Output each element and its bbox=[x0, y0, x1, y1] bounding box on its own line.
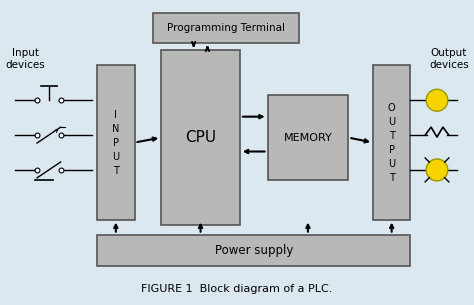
Text: O
U
T
P
U
T: O U T P U T bbox=[388, 102, 395, 183]
Bar bbox=[373, 65, 410, 220]
Text: CPU: CPU bbox=[185, 130, 216, 145]
Bar bbox=[97, 235, 410, 267]
Text: Power supply: Power supply bbox=[215, 244, 293, 257]
Bar bbox=[161, 50, 240, 225]
Text: FIGURE 1  Block diagram of a PLC.: FIGURE 1 Block diagram of a PLC. bbox=[141, 284, 333, 294]
Text: I
N
P
U
T: I N P U T bbox=[112, 109, 119, 176]
Bar bbox=[267, 95, 348, 180]
Text: MEMORY: MEMORY bbox=[283, 133, 332, 142]
Circle shape bbox=[426, 159, 448, 181]
Text: Input
devices: Input devices bbox=[5, 48, 45, 70]
Bar bbox=[97, 65, 135, 220]
Text: Programming Terminal: Programming Terminal bbox=[167, 23, 285, 33]
Circle shape bbox=[426, 89, 448, 111]
Bar bbox=[153, 13, 299, 42]
Text: Output
devices: Output devices bbox=[429, 48, 469, 70]
